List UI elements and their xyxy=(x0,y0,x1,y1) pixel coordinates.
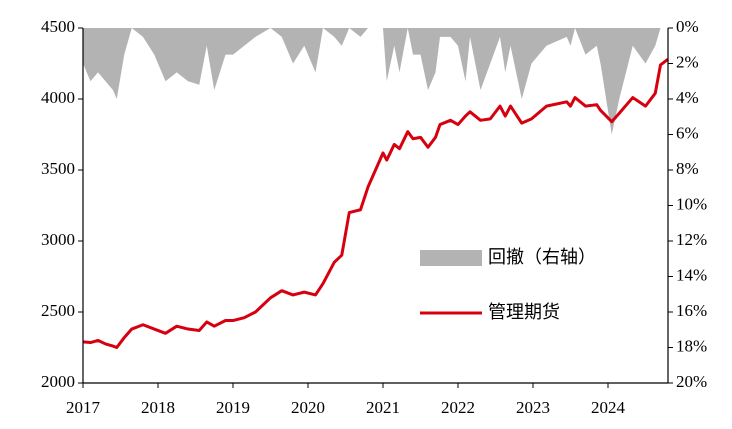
y2-tick-label: 14% xyxy=(676,265,707,284)
y2-tick-label: 6% xyxy=(676,123,699,142)
y-tick-label: 3000 xyxy=(41,230,75,249)
x-tick-label: 2018 xyxy=(141,398,175,417)
x-tick-label: 2020 xyxy=(291,398,325,417)
y-tick-label: 3500 xyxy=(41,159,75,178)
x-tick-label: 2022 xyxy=(441,398,475,417)
legend-swatch xyxy=(420,250,482,266)
y2-tick-label: 4% xyxy=(676,88,699,107)
legend-label: 管理期货 xyxy=(488,302,560,323)
y2-tick-label: 16% xyxy=(676,301,707,320)
y2-tick-label: 0% xyxy=(676,17,699,36)
drawdown-area xyxy=(83,28,668,135)
y-tick-label: 2000 xyxy=(41,372,75,391)
x-tick-label: 2023 xyxy=(516,398,550,417)
y-tick-label: 4000 xyxy=(41,88,75,107)
legend-label: 回撤（右轴） xyxy=(488,247,596,268)
index-line xyxy=(82,58,669,349)
x-tick-label: 2024 xyxy=(591,398,626,417)
y2-tick-label: 12% xyxy=(676,230,707,249)
y2-tick-label: 2% xyxy=(676,52,699,71)
y2-tick-label: 18% xyxy=(676,336,707,355)
y2-tick-label: 8% xyxy=(676,159,699,178)
y2-tick-label: 20% xyxy=(676,372,707,391)
x-tick-label: 2017 xyxy=(66,398,101,417)
y-tick-label: 2500 xyxy=(41,301,75,320)
y2-tick-label: 10% xyxy=(676,194,707,213)
x-tick-label: 2021 xyxy=(366,398,400,417)
y-tick-label: 4500 xyxy=(41,17,75,36)
x-tick-label: 2019 xyxy=(216,398,250,417)
